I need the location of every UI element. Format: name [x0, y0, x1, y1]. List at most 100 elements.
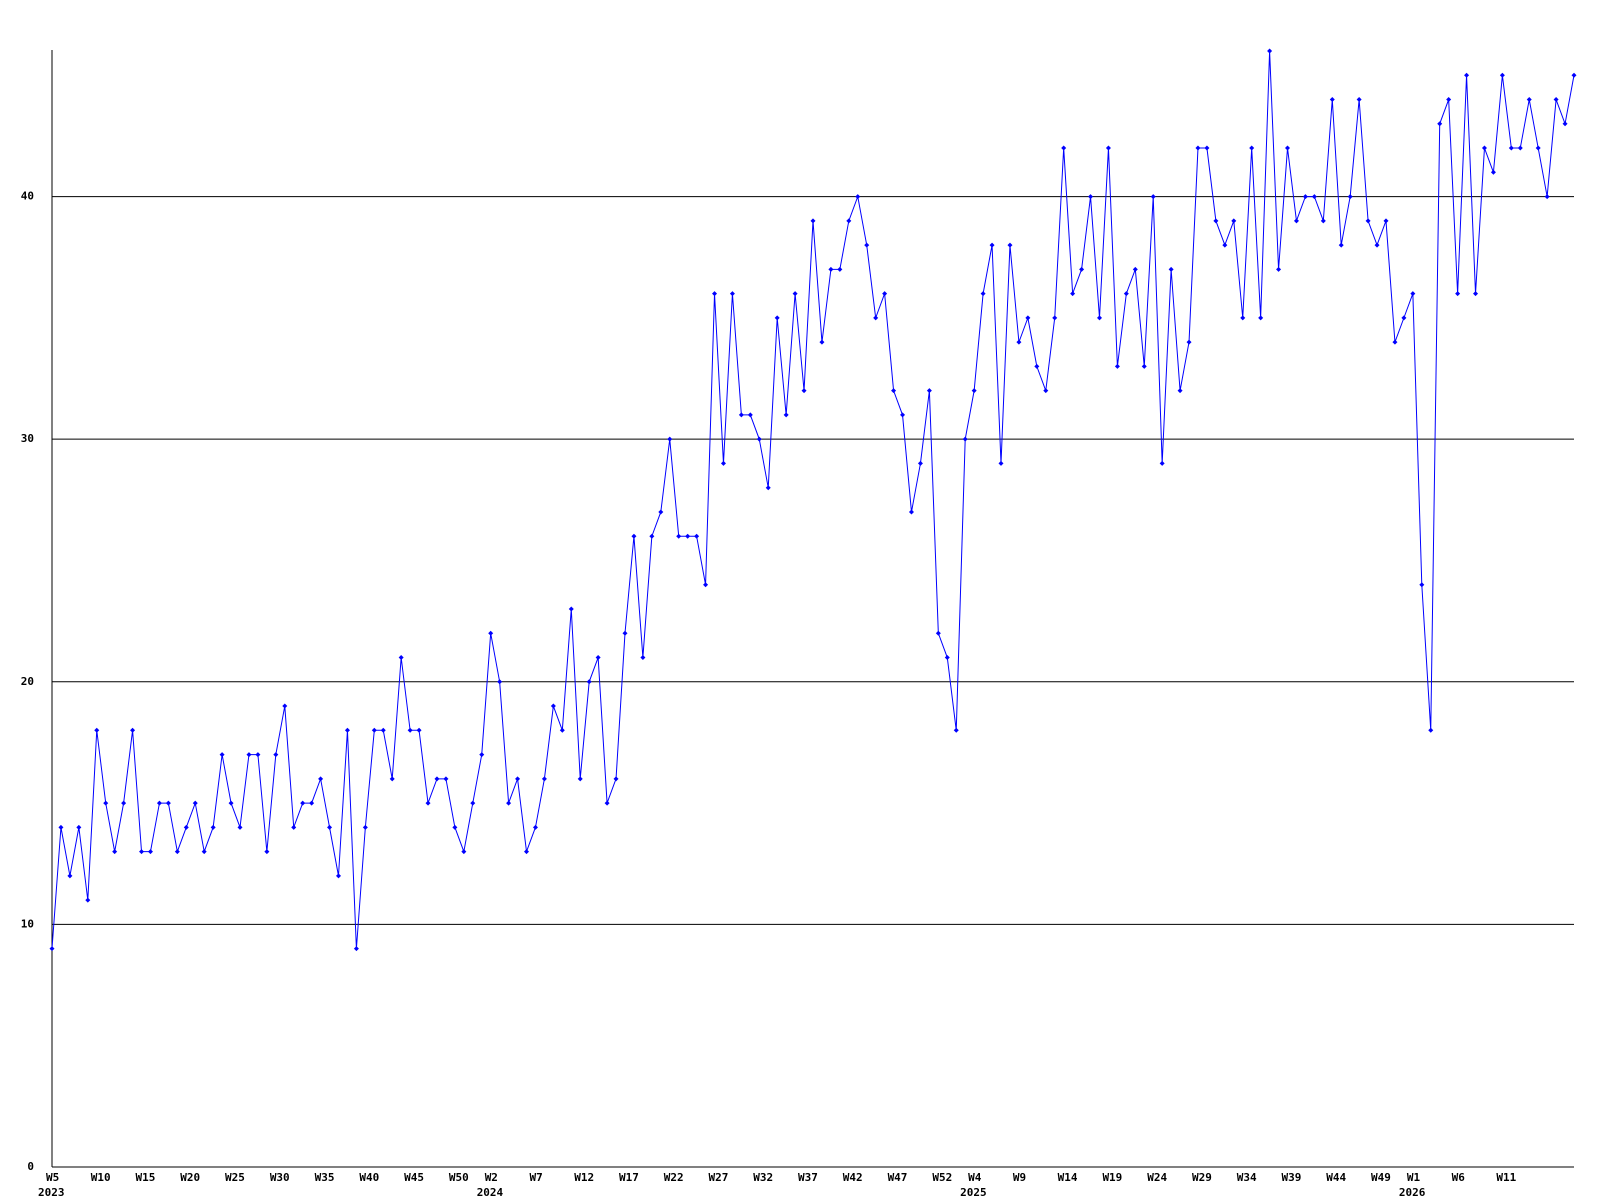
data-point [1195, 145, 1201, 151]
data-point [228, 800, 234, 806]
data-point [103, 800, 109, 806]
data-point [291, 824, 297, 830]
data-point [1508, 145, 1514, 151]
data-point [783, 412, 789, 418]
data-point [1186, 339, 1192, 345]
data-point [461, 849, 467, 855]
data-point [425, 800, 431, 806]
data-point [568, 606, 574, 612]
data-point [1473, 291, 1479, 297]
data-point [765, 485, 771, 491]
data-point [747, 412, 753, 418]
x-tick-label: W49 [1371, 1171, 1391, 1184]
data-point [703, 582, 709, 588]
data-point [712, 291, 718, 297]
data-point [353, 946, 359, 952]
data-point [1383, 218, 1389, 224]
data-point [1446, 97, 1452, 103]
data-point [371, 727, 377, 733]
data-point [479, 752, 485, 758]
data-point [586, 679, 592, 685]
data-point [309, 800, 315, 806]
data-point [1150, 194, 1156, 200]
data-point [1168, 266, 1174, 272]
data-point [58, 824, 64, 830]
data-point [506, 800, 512, 806]
data-point [855, 194, 861, 200]
data-point [756, 436, 762, 442]
data-point [85, 897, 91, 903]
data-point [183, 824, 189, 830]
data-point [156, 800, 162, 806]
data-point [1392, 339, 1398, 345]
data-point [434, 776, 440, 782]
data-point [335, 873, 341, 879]
x-tick-label: W34 [1237, 1171, 1257, 1184]
data-point [846, 218, 852, 224]
x-tick-label: W29 [1192, 1171, 1212, 1184]
data-point [1052, 315, 1058, 321]
data-point [488, 630, 494, 636]
data-point [613, 776, 619, 782]
data-point [76, 824, 82, 830]
x-tick-label: W4 [968, 1171, 982, 1184]
data-point [1410, 291, 1416, 297]
data-point [864, 242, 870, 248]
x-year-label: 2024 [477, 1186, 504, 1199]
data-point [595, 655, 601, 661]
data-point [926, 388, 932, 394]
data-point [1464, 72, 1470, 78]
data-point [255, 752, 261, 758]
data-point [1123, 291, 1129, 297]
x-tick-label: W2 [485, 1171, 498, 1184]
data-point [676, 533, 682, 539]
data-point [470, 800, 476, 806]
data-point [1401, 315, 1407, 321]
x-year-label: 2023 [38, 1186, 65, 1199]
data-point [318, 776, 324, 782]
x-tick-label: W40 [359, 1171, 379, 1184]
data-point [1132, 266, 1138, 272]
x-tick-label: W35 [315, 1171, 335, 1184]
data-point [559, 727, 565, 733]
data-point [264, 849, 270, 855]
x-tick-label: W25 [225, 1171, 245, 1184]
data-point [971, 388, 977, 394]
y-tick-label: 20 [21, 675, 34, 688]
data-point [685, 533, 691, 539]
data-point [891, 388, 897, 394]
data-point [1276, 266, 1282, 272]
data-point [1455, 291, 1461, 297]
data-point [1159, 460, 1165, 466]
x-tick-label: W39 [1282, 1171, 1302, 1184]
data-point [1481, 145, 1487, 151]
x-tick-label: W11 [1496, 1171, 1516, 1184]
data-point [550, 703, 556, 709]
data-point [1016, 339, 1022, 345]
data-point [327, 824, 333, 830]
data-point [174, 849, 180, 855]
data-point [1365, 218, 1371, 224]
x-tick-label: W52 [932, 1171, 952, 1184]
data-point [1249, 145, 1255, 151]
data-point [989, 242, 995, 248]
x-tick-label: W19 [1102, 1171, 1122, 1184]
data-point [944, 655, 950, 661]
data-point [300, 800, 306, 806]
x-tick-label: W17 [619, 1171, 639, 1184]
data-point [873, 315, 879, 321]
data-point [443, 776, 449, 782]
data-point [1347, 194, 1353, 200]
x-tick-label: W10 [91, 1171, 111, 1184]
data-point [1204, 145, 1210, 151]
data-point [192, 800, 198, 806]
x-tick-label: W30 [270, 1171, 290, 1184]
data-point [362, 824, 368, 830]
data-point [1267, 48, 1273, 54]
data-point [1374, 242, 1380, 248]
data-point [524, 849, 530, 855]
data-point [139, 849, 145, 855]
data-point [1293, 218, 1299, 224]
data-point [1061, 145, 1067, 151]
x-tick-label: W37 [798, 1171, 818, 1184]
